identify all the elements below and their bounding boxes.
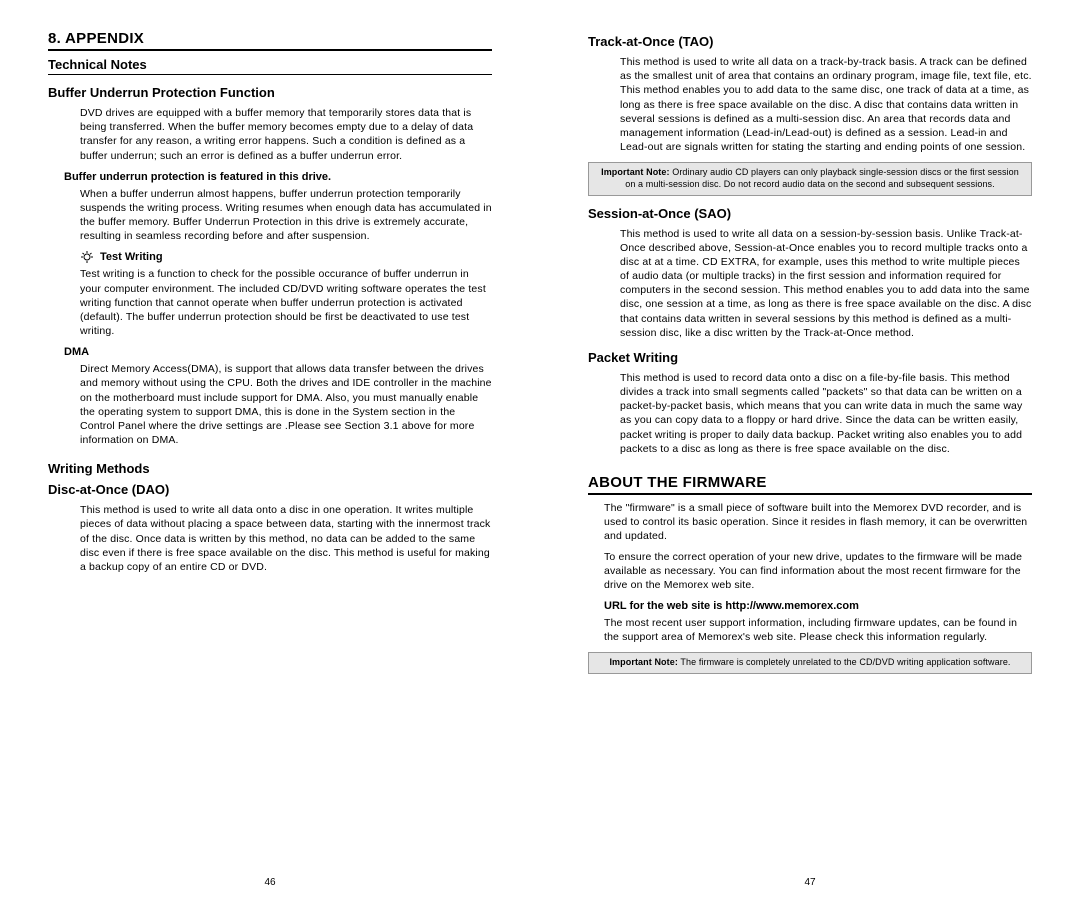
page-number: 46 [0, 877, 540, 888]
body-text: Direct Memory Access(DMA), is support th… [80, 362, 492, 447]
lightbulb-icon [80, 251, 94, 263]
body-text: DVD drives are equipped with a buffer me… [80, 106, 492, 163]
body-text: This method is used to write all data on… [80, 503, 492, 574]
firmware-heading: ABOUT THE FIRMWARE [588, 474, 1032, 491]
note-text: Ordinary audio CD players can only playb… [625, 167, 1019, 189]
important-note-box: Important Note: Ordinary audio CD player… [588, 162, 1032, 195]
page-number: 47 [540, 877, 1080, 888]
body-text: This method is used to write all data on… [620, 227, 1032, 340]
body-text: When a buffer underrun almost happens, b… [80, 187, 492, 244]
body-text: This method is used to record data onto … [620, 371, 1032, 456]
note-bold: Important Note: [609, 657, 678, 667]
divider [48, 74, 492, 75]
test-writing-heading: Test Writing [80, 251, 492, 263]
tao-heading: Track-at-Once (TAO) [588, 34, 1032, 49]
body-text: Test writing is a function to check for … [80, 267, 492, 338]
note-bold: Important Note: [601, 167, 670, 177]
divider [588, 493, 1032, 495]
buffer-featured-subheading: Buffer underrun protection is featured i… [64, 171, 492, 183]
test-writing-label: Test Writing [100, 251, 163, 263]
packet-writing-heading: Packet Writing [588, 350, 1032, 365]
body-text: To ensure the correct operation of your … [604, 550, 1032, 593]
url-line: URL for the web site is http://www.memor… [604, 600, 1032, 612]
buffer-underrun-heading: Buffer Underrun Protection Function [48, 85, 492, 100]
body-text: The "firmware" is a small piece of softw… [604, 501, 1032, 544]
page-right: Track-at-Once (TAO) This method is used … [540, 0, 1080, 906]
appendix-heading: 8. APPENDIX [48, 30, 492, 47]
divider [48, 49, 492, 51]
writing-methods-heading: Writing Methods [48, 461, 492, 476]
dma-heading: DMA [64, 346, 492, 358]
page-left: 8. APPENDIX Technical Notes Buffer Under… [0, 0, 540, 906]
sao-heading: Session-at-Once (SAO) [588, 206, 1032, 221]
important-note-box: Important Note: The firmware is complete… [588, 652, 1032, 674]
dao-heading: Disc-at-Once (DAO) [48, 482, 492, 497]
body-text: This method is used to write all data on… [620, 55, 1032, 154]
body-text: The most recent user support information… [604, 616, 1032, 644]
technical-notes-heading: Technical Notes [48, 57, 492, 72]
note-text: The firmware is completely unrelated to … [680, 657, 1010, 667]
